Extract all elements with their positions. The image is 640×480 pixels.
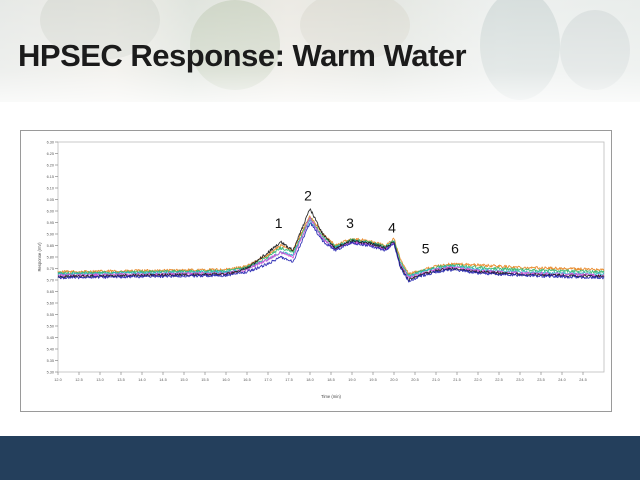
x-tick-label: 14.5 [159, 378, 166, 382]
peak-label: 2 [304, 187, 312, 203]
x-tick-label: 19.0 [348, 378, 355, 382]
series-line [57, 222, 605, 283]
peak-label: 6 [451, 240, 459, 256]
x-tick-label: 13.5 [117, 378, 124, 382]
chart-frame [20, 130, 612, 412]
x-tick-label: 24.0 [558, 378, 565, 382]
x-tick-label: 17.0 [264, 378, 271, 382]
x-tick-label: 24.5 [579, 378, 586, 382]
peak-label: 3 [346, 215, 354, 231]
x-tick-label: 23.0 [516, 378, 523, 382]
y-tick-label: 5.65 [47, 290, 54, 294]
footer-bar [0, 436, 640, 480]
y-tick-label: 6.25 [47, 152, 54, 156]
y-tick-label: 5.50 [47, 325, 54, 329]
page-title: HPSEC Response: Warm Water [18, 38, 467, 73]
x-tick-label: 12.0 [54, 378, 61, 382]
y-tick-label: 6.10 [47, 187, 54, 191]
x-tick-label: 19.5 [369, 378, 376, 382]
x-tick-label: 13.0 [96, 378, 103, 382]
header-banner [0, 0, 640, 102]
y-tick-label: 5.90 [47, 233, 54, 237]
y-tick-label: 5.60 [47, 302, 54, 306]
y-axis-label: Response (mV) [37, 242, 42, 272]
x-tick-label: 21.5 [453, 378, 460, 382]
y-tick-label: 5.75 [47, 267, 54, 271]
chart-svg: 5.30 5.35 5.40 5.45 5.50 5.55 5.60 5.65 5.70 5.75… [20, 130, 612, 412]
x-tick-label: 16.5 [243, 378, 250, 382]
y-tick-label: 5.80 [47, 256, 54, 260]
x-tick-label: 21.0 [432, 378, 439, 382]
x-tick-label: 17.5 [285, 378, 292, 382]
y-tick-label: 5.35 [47, 359, 54, 363]
y-tick-label: 6.30 [47, 141, 54, 145]
y-tick-label: 6.00 [47, 210, 54, 214]
y-tick-label: 5.30 [47, 371, 54, 375]
x-tick-label: 20.5 [411, 378, 418, 382]
x-tick-label: 23.5 [537, 378, 544, 382]
y-tick-label: 5.55 [47, 313, 54, 317]
y-tick-label: 6.20 [47, 164, 54, 168]
peak-label: 5 [422, 240, 430, 256]
x-tick-label: 18.5 [327, 378, 334, 382]
x-tick-label: 20.0 [390, 378, 397, 382]
y-tick-label: 6.15 [47, 175, 54, 179]
y-tick-label: 5.85 [47, 244, 54, 248]
x-tick-label: 18.0 [306, 378, 313, 382]
y-tick-label: 6.05 [47, 198, 54, 202]
x-tick-label: 12.5 [75, 378, 82, 382]
x-tick-label: 14.0 [138, 378, 145, 382]
x-tick-label: 15.5 [201, 378, 208, 382]
y-tick-label: 5.95 [47, 221, 54, 225]
y-tick-label: 5.40 [47, 348, 54, 352]
x-tick-label: 16.0 [222, 378, 229, 382]
x-tick-label: 22.0 [474, 378, 481, 382]
peak-label: 1 [275, 215, 283, 231]
x-tick-label: 22.5 [495, 378, 502, 382]
y-tick-label: 5.45 [47, 336, 54, 340]
x-axis-label: Time (min) [321, 394, 341, 399]
hpsec-chart: 5.30 5.35 5.40 5.45 5.50 5.55 5.60 5.65 5.70 5.75… [20, 130, 612, 412]
peak-label: 4 [388, 220, 396, 236]
y-tick-label: 5.70 [47, 279, 54, 283]
x-tick-label: 15.0 [180, 378, 187, 382]
